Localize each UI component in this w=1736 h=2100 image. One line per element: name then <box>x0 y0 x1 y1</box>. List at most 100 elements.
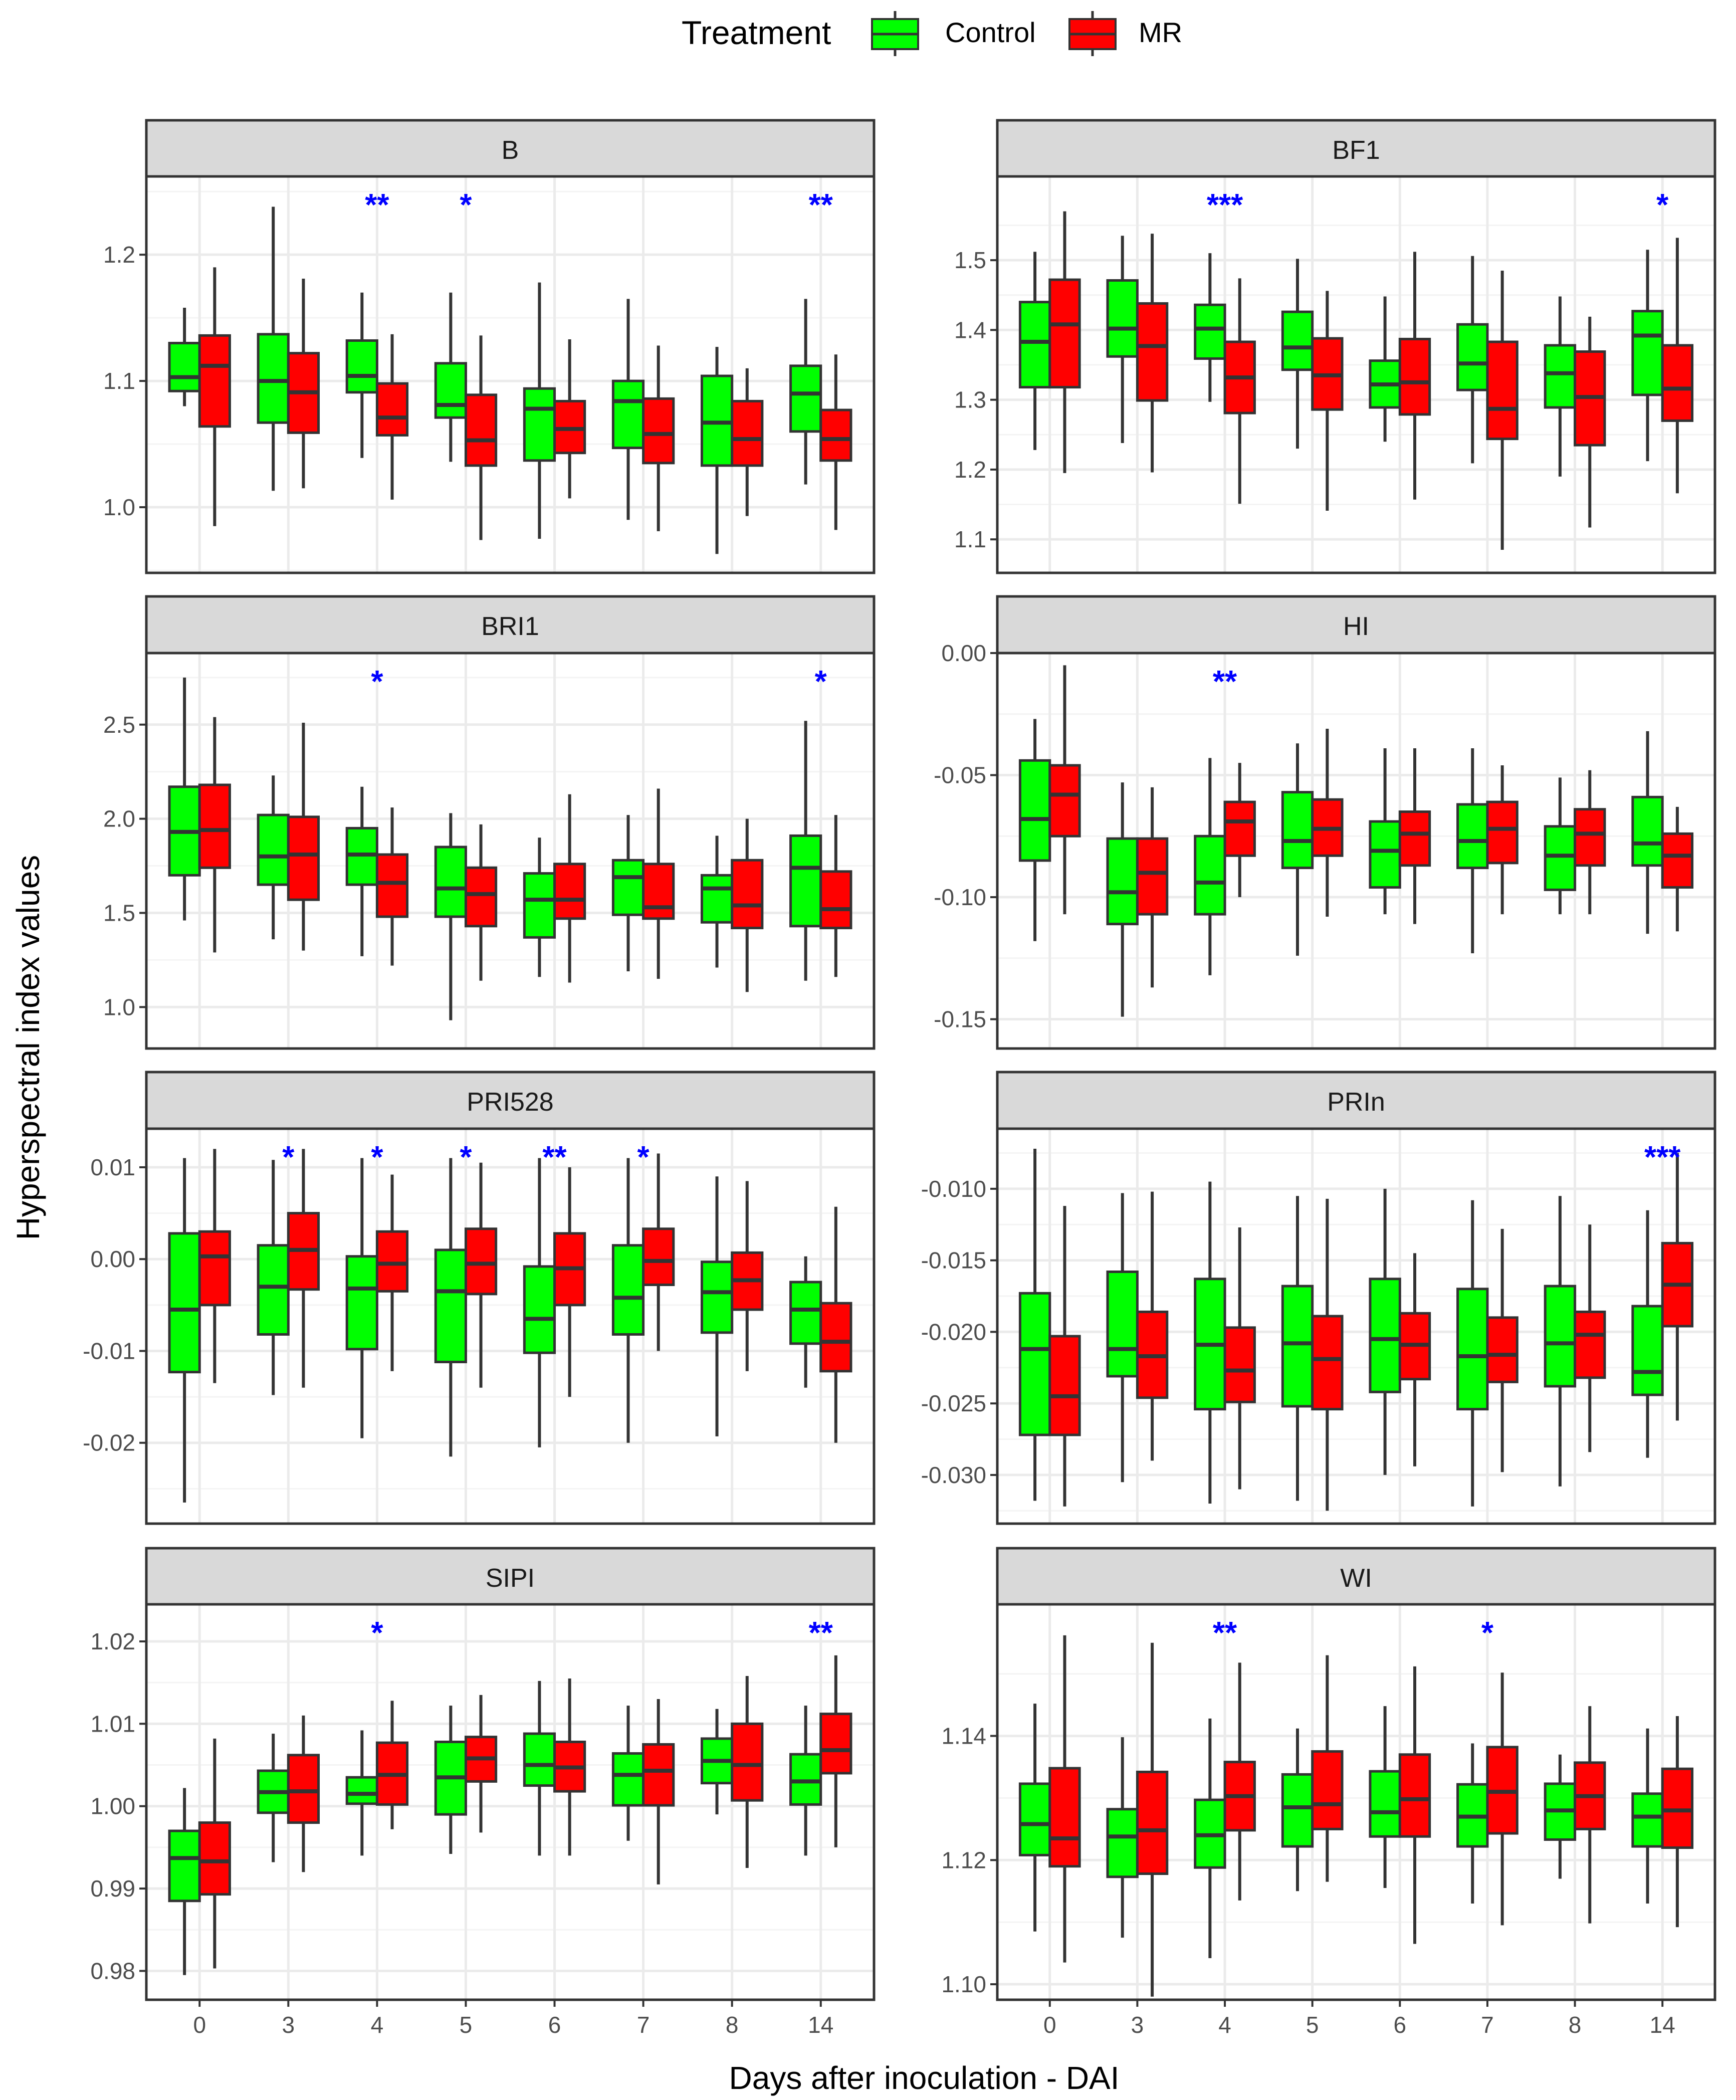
box-iqr <box>789 1281 822 1345</box>
box-prin-control-day-5 <box>1281 1196 1314 1501</box>
box-iqr <box>198 1821 231 1896</box>
y-tick-label-bri1: 2.5 <box>103 712 135 738</box>
box-bf1-mr-day-4 <box>1223 278 1256 504</box>
box-b-mr-day-8 <box>731 368 764 516</box>
box-prin-mr-day-5 <box>1311 1198 1344 1511</box>
box-b-mr-day-6 <box>553 339 586 499</box>
strip-b <box>145 119 876 178</box>
box-iqr <box>1106 837 1139 926</box>
box-iqr <box>789 834 822 928</box>
box-iqr <box>1661 344 1694 422</box>
box-wi-mr-day-14 <box>1661 1716 1694 1928</box>
legend-label-mr: MR <box>1139 17 1182 48</box>
box-iqr <box>1281 310 1314 371</box>
box-wi-mr-day-8 <box>1574 1706 1606 1924</box>
box-iqr <box>1369 1278 1401 1393</box>
y-tick-label-prin: -0.020 <box>921 1319 986 1345</box>
box-iqr <box>700 1261 734 1334</box>
box-hi-mr-day-8 <box>1574 770 1606 915</box>
box-iqr <box>375 853 409 918</box>
significance-pri528-day-5: * <box>460 1140 472 1175</box>
box-iqr <box>819 408 852 462</box>
y-tick-label-prin: -0.025 <box>921 1390 986 1416</box>
plot-area-pri528 <box>146 1129 874 1524</box>
box-iqr <box>1369 820 1401 889</box>
panel-hi: HI -0.15 -0.10 -0.05 0.00 ** <box>934 595 1716 1050</box>
box-prin-control-day-8 <box>1544 1196 1577 1487</box>
box-sipi-control-day-14 <box>789 1706 822 1856</box>
box-wi-mr-day-3 <box>1136 1642 1169 1997</box>
box-wi-control-day-0 <box>1018 1704 1051 1932</box>
box-iqr <box>789 364 822 433</box>
significance-hi-day-4: ** <box>1213 665 1237 699</box>
box-bf1-control-day-7 <box>1456 256 1489 464</box>
box-bf1-mr-day-5 <box>1311 291 1344 511</box>
box-prin-control-day-0 <box>1018 1148 1051 1501</box>
box-iqr <box>434 846 467 918</box>
box-iqr <box>464 1227 498 1296</box>
box-iqr <box>1048 764 1081 837</box>
box-iqr <box>198 1230 231 1307</box>
box-wi-mr-day-6 <box>1398 1666 1431 1944</box>
box-iqr <box>345 1255 378 1351</box>
box-iqr <box>1486 340 1518 441</box>
y-tick-label-bf1: 1.4 <box>954 317 986 343</box>
box-bri1-control-day-6 <box>523 837 556 977</box>
box-bf1-control-day-0 <box>1018 252 1051 450</box>
strip-hi <box>996 595 1716 655</box>
box-iqr <box>1048 278 1081 389</box>
y-tick-label-bri1: 2.0 <box>103 806 135 832</box>
x-tick-label-wi: 4 <box>1218 2012 1231 2038</box>
box-sipi-mr-day-8 <box>731 1676 764 1868</box>
box-iqr <box>1018 1782 1051 1856</box>
box-iqr <box>375 382 409 437</box>
box-bri1-control-day-5 <box>434 813 467 1020</box>
y-tick-label-pri528: 0.01 <box>90 1154 135 1180</box>
box-iqr <box>464 393 498 467</box>
box-iqr <box>1281 1773 1314 1848</box>
x-tick-label-sipi: 5 <box>460 2012 473 2038</box>
strip-pri528 <box>145 1071 876 1130</box>
strip-sipi <box>145 1547 876 1606</box>
significance-b-day-4: ** <box>365 188 389 223</box>
box-hi-control-day-7 <box>1456 748 1489 954</box>
box-iqr <box>1106 1808 1139 1878</box>
box-hi-mr-day-4 <box>1223 763 1256 898</box>
box-iqr <box>731 1722 764 1802</box>
box-iqr <box>642 1743 675 1807</box>
box-wi-control-day-3 <box>1106 1737 1139 1938</box>
box-iqr <box>523 387 556 462</box>
significance-bf1-day-4: *** <box>1207 188 1243 223</box>
y-tick-label-b: 1.0 <box>103 494 135 520</box>
box-bri1-control-day-4 <box>345 786 378 956</box>
y-axis-title: Hyperspectral index values <box>10 855 46 1240</box>
box-iqr <box>257 333 290 424</box>
panel-b: B1.01.11.2** * ** <box>103 119 876 574</box>
box-iqr <box>642 863 675 920</box>
y-tick-label-prin: -0.030 <box>921 1462 986 1488</box>
y-tick-label-wi: 1.14 <box>941 1723 986 1749</box>
significance-prin-day-14: *** <box>1644 1140 1681 1175</box>
box-bri1-mr-day-0 <box>198 717 231 953</box>
panel-border-bf1 <box>996 175 1716 574</box>
y-tick-label-bri1: 1.5 <box>103 900 135 926</box>
panel-border-prin <box>996 1127 1716 1525</box>
box-iqr <box>434 362 467 419</box>
box-iqr <box>1486 800 1518 865</box>
box-iqr <box>1661 1767 1694 1849</box>
y-tick-label-bf1: 1.1 <box>954 526 986 552</box>
box-bri1-mr-day-14 <box>819 815 852 977</box>
box-iqr <box>1194 834 1226 916</box>
box-iqr <box>1048 1767 1081 1868</box>
box-iqr <box>1456 803 1489 870</box>
y-tick-label-pri528: 0.00 <box>90 1246 135 1272</box>
box-b-control-day-6 <box>523 282 556 539</box>
significance-pri528-day-7: * <box>637 1140 650 1175</box>
y-tick-label-bri1: 1.0 <box>103 994 135 1020</box>
box-bf1-mr-day-0 <box>1048 211 1081 473</box>
box-iqr <box>168 342 201 392</box>
box-hi-control-day-0 <box>1018 719 1051 941</box>
x-axis-title: Days after inoculation - DAI <box>729 2060 1120 2096</box>
